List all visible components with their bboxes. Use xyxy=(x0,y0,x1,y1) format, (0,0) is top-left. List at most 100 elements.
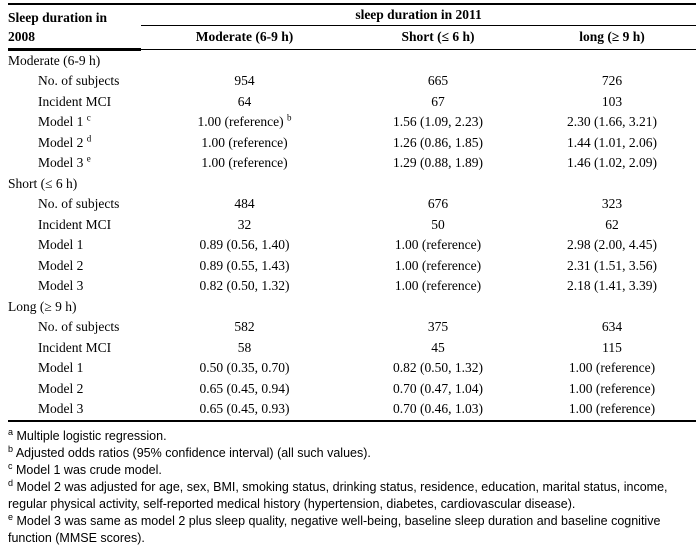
stub-header: Sleep duration in 2008 xyxy=(8,4,141,51)
column-header-long: long (≥ 9 h) xyxy=(528,25,696,50)
cell-value: 1.00 (reference) xyxy=(568,380,656,396)
footnote-text: Model 3 was same as model 2 plus sleep q… xyxy=(8,514,661,545)
cell-value: 634 xyxy=(601,319,623,335)
group-row: Moderate (6-9 h) xyxy=(8,50,696,72)
cell-value: 0.82 (0.50, 1.32) xyxy=(199,278,290,294)
cell-value: 1.00 (reference) xyxy=(394,278,482,294)
cell-value: 1.44 (1.01, 2.06) xyxy=(567,134,658,150)
table-row: No. of subjects 954 665 726 xyxy=(8,72,696,93)
group-label: Short (≤ 6 h) xyxy=(8,175,78,191)
cell-value: 0.89 (0.56, 1.40) xyxy=(199,237,290,253)
row-label: No. of subjects xyxy=(38,319,120,335)
row-label: No. of subjects xyxy=(38,73,120,89)
footnote-marker: d xyxy=(8,477,14,488)
stub-header-line2: 2008 xyxy=(8,29,35,44)
table-row: Model 1 c 1.00 (reference) b 1.56 (1.09,… xyxy=(8,113,696,134)
cell-value: 1.00 (reference) xyxy=(394,257,482,273)
cell-value: 1.00 (reference) xyxy=(201,155,288,171)
cell-value: 1.46 (1.02, 2.09) xyxy=(567,155,658,171)
cell-value: 582 xyxy=(234,319,255,335)
footnote-marker: c xyxy=(8,460,13,471)
cell-value: 32 xyxy=(237,216,252,232)
footnote-e: e Model 3 was same as model 2 plus sleep… xyxy=(8,511,686,547)
row-label-superscript: c xyxy=(86,112,91,123)
cell-value: 0.65 (0.45, 0.93) xyxy=(199,401,290,417)
footnote-a: a Multiple logistic regression. xyxy=(8,427,686,445)
cell-value: 115 xyxy=(602,339,622,355)
table-row: Model 1 0.89 (0.56, 1.40) 1.00 (referenc… xyxy=(8,236,696,257)
cell-value: 50 xyxy=(431,216,445,232)
cell-value: 676 xyxy=(427,196,449,212)
table-row: Model 2 0.65 (0.45, 0.94) 0.70 (0.47, 1.… xyxy=(8,379,696,400)
row-label: Model 1 xyxy=(38,360,84,376)
cell-value: 64 xyxy=(237,93,252,109)
table-row: Incident MCI 64 67 103 xyxy=(8,92,696,113)
cell-value: 2.30 (1.66, 3.21) xyxy=(567,114,658,130)
row-label: Model 1 xyxy=(38,237,84,253)
table-row: Model 1 0.50 (0.35, 0.70) 0.82 (0.50, 1.… xyxy=(8,359,696,380)
cell-value: 103 xyxy=(601,93,623,109)
row-label-superscript: d xyxy=(86,133,92,144)
cell-value: 1.26 (0.86, 1.85) xyxy=(393,134,483,150)
footnote-c: c Model 1 was crude model. xyxy=(8,460,686,479)
cell-value: 0.82 (0.50, 1.32) xyxy=(393,360,483,376)
group-row: Short (≤ 6 h) xyxy=(8,174,696,195)
cell-value: 375 xyxy=(427,319,449,335)
cell-value: 45 xyxy=(431,339,445,355)
row-label: Model 2 d xyxy=(38,133,92,150)
row-label: Model 3 xyxy=(38,278,84,294)
footnote-b: b Adjusted odds ratios (95% confidence i… xyxy=(8,443,686,462)
table-row: Incident MCI 32 50 62 xyxy=(8,215,696,236)
footnotes: a Multiple logistic regression. b Adjust… xyxy=(8,427,686,547)
row-label: Model 2 xyxy=(38,257,84,273)
cell-value: 58 xyxy=(237,339,252,355)
cell-value: 1.00 (reference) xyxy=(568,401,656,417)
table-row: Model 2 0.89 (0.55, 1.43) 1.00 (referenc… xyxy=(8,256,696,277)
cell-value: 323 xyxy=(601,196,623,212)
row-label: Incident MCI xyxy=(38,216,112,232)
footnote-marker: e xyxy=(8,511,14,522)
row-label-superscript: e xyxy=(86,153,91,164)
cell-value: 67 xyxy=(431,93,445,109)
footnote-text: Multiple logistic regression. xyxy=(16,429,167,443)
cell-value: 0.70 (0.46, 1.03) xyxy=(393,401,483,417)
column-header-short: Short (≤ 6 h) xyxy=(348,25,528,50)
group-label: Moderate (6-9 h) xyxy=(8,52,101,68)
cell-value: 726 xyxy=(601,73,623,89)
cell-superscript: b xyxy=(287,112,292,123)
table-row: Model 3 0.82 (0.50, 1.32) 1.00 (referenc… xyxy=(8,277,696,298)
cell-value: 62 xyxy=(605,216,619,232)
cell-value: 1.56 (1.09, 2.23) xyxy=(393,114,483,130)
cell-value: 2.18 (1.41, 3.39) xyxy=(567,278,658,294)
results-table: Sleep duration in 2008 sleep duration in… xyxy=(8,3,696,422)
footnote-text: Model 2 was adjusted for age, sex, BMI, … xyxy=(8,480,668,511)
row-label: No. of subjects xyxy=(38,196,120,212)
cell-value: 1.00 (reference) b xyxy=(197,112,292,130)
cell-value: 665 xyxy=(427,73,449,89)
table-row: No. of subjects 582 375 634 xyxy=(8,318,696,339)
cell-value: 0.70 (0.47, 1.04) xyxy=(393,380,483,396)
cell-value: 2.31 (1.51, 3.56) xyxy=(567,257,658,273)
cell-value: 1.00 (reference) xyxy=(568,360,656,376)
cell-value: 2.98 (2.00, 4.45) xyxy=(567,237,658,253)
group-row: Long (≥ 9 h) xyxy=(8,297,696,318)
table-row: Model 3 0.65 (0.45, 0.93) 0.70 (0.46, 1.… xyxy=(8,400,696,422)
footnote-marker: b xyxy=(8,443,14,454)
column-header-moderate: Moderate (6-9 h) xyxy=(141,25,348,50)
table-row: Model 3 e 1.00 (reference) 1.29 (0.88, 1… xyxy=(8,154,696,175)
row-label: Incident MCI xyxy=(38,339,112,355)
cell-value: 0.65 (0.45, 0.94) xyxy=(199,380,290,396)
cell-value: 1.00 (reference) xyxy=(394,237,482,253)
table-row: Incident MCI 58 45 115 xyxy=(8,338,696,359)
table-row: No. of subjects 484 676 323 xyxy=(8,195,696,216)
stub-header-line1: Sleep duration in xyxy=(8,10,108,25)
row-label: Model 1 c xyxy=(38,112,91,130)
cell-value: 1.00 (reference) xyxy=(201,134,288,150)
footnote-d: d Model 2 was adjusted for age, sex, BMI… xyxy=(8,477,686,513)
cell-value: 954 xyxy=(234,73,255,89)
footnote-text: Model 1 was crude model. xyxy=(15,463,162,477)
row-label: Model 3 e xyxy=(38,153,91,171)
row-label: Incident MCI xyxy=(38,93,112,109)
span-header: sleep duration in 2011 xyxy=(141,4,696,26)
